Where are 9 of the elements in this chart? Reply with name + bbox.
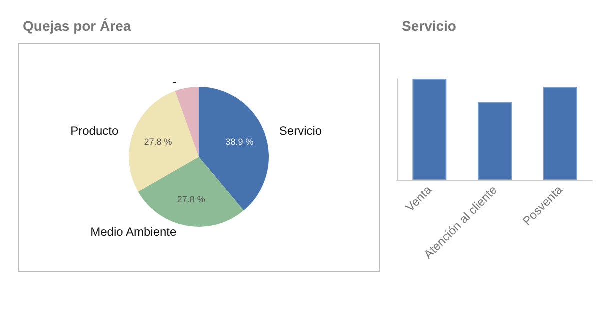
- slice-label: -: [172, 75, 177, 90]
- data-label: 38.9 %: [226, 137, 254, 148]
- chart-title: Servicio: [402, 18, 456, 34]
- slice-label: Producto: [70, 124, 119, 138]
- slice-label: Servicio: [279, 124, 322, 138]
- data-label: 27.8 %: [144, 137, 172, 148]
- data-label: 27.8 %: [177, 194, 206, 205]
- slice-label: Medio Ambiente: [90, 224, 178, 239]
- chart-title: Quejas por Área: [23, 18, 132, 34]
